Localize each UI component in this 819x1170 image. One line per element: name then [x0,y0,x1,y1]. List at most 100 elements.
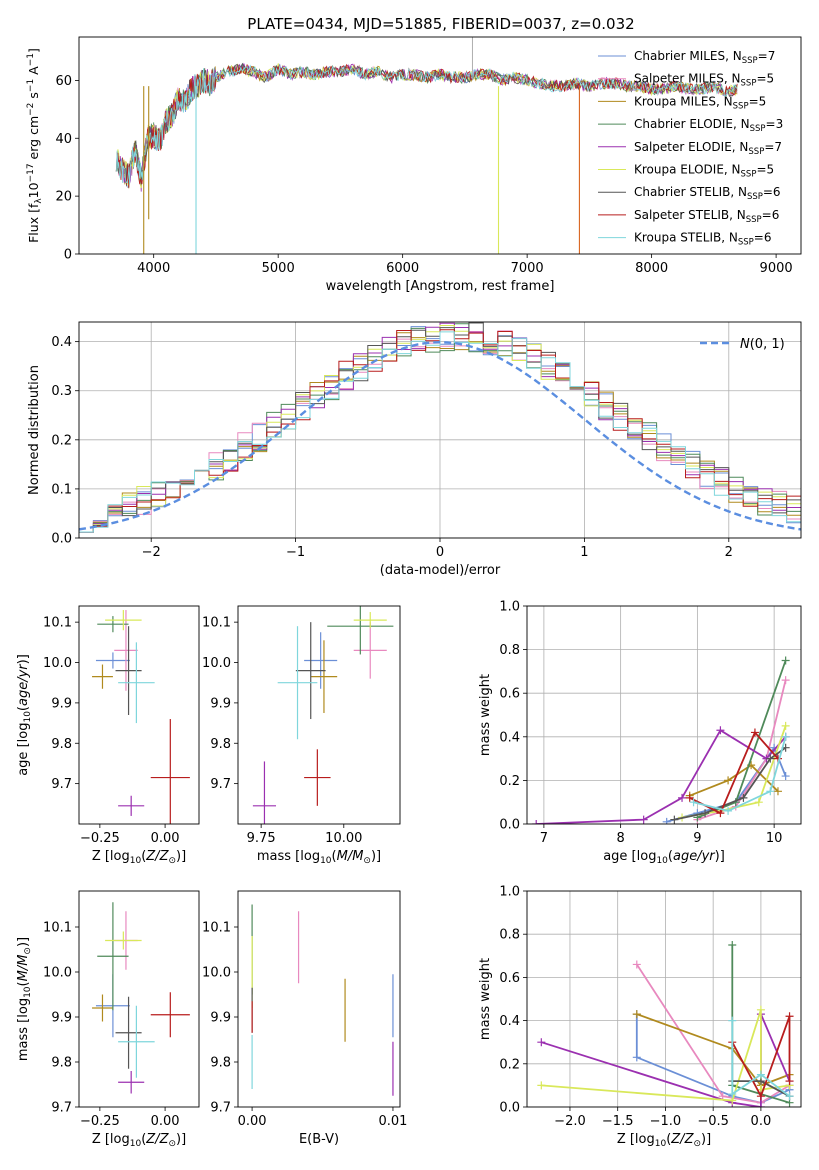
x-tick-label: 10 [766,831,783,846]
y-tick-label: 0.2 [499,774,520,789]
x-tick-label: 0.00 [151,1114,180,1129]
y-tick-label: 9.8 [51,1056,72,1071]
weight-line [536,729,787,824]
plot-area-spectrum [115,37,738,254]
axes-frame-weight_vs_Z [526,890,802,1108]
y-axis-label: Normed distribution [27,365,42,495]
weight-marker [766,787,775,796]
errorbar-kroupa-stelib [118,642,155,724]
y-tick-label: 0.4 [499,730,520,745]
weight-line [636,1013,790,1087]
panel-age_vs_Z: −0.25 0.00 9.7 9.8 9.9 10.0 10.1 Z [log10(Z/Z⊙)… [16,605,200,866]
errorbar-chabrier-stelib [115,626,142,715]
weight-marker [689,798,698,807]
figure-title: PLATE=0434, MJD=51885, FIBERID=0037, z=0… [247,15,634,33]
y-tick-label: 9.9 [51,1011,72,1026]
errorbar-kroupa-elodie [105,931,142,950]
y-tick-label: 0.0 [51,532,72,547]
weight-series-kroupa-stelib [728,1016,794,1101]
weight-marker [716,809,725,818]
errorbar-kroupa-stelib [118,1005,155,1078]
weight-marker [670,815,679,824]
y-tick-label: 9.8 [210,1056,231,1071]
axes-frame-mass_vs_EBV [237,890,401,1108]
weight-marker [756,1070,765,1079]
y-tick-label: 10.1 [202,616,231,631]
panel-mass_vs_Z: −0.25 0.00 9.7 9.8 9.9 10.0 10.1 Z [log10(Z/Z⊙)… [16,890,200,1149]
x-axis-label: (data-model)/error [380,563,501,578]
y-tick-label: 10.0 [202,966,231,981]
x-tick-label: −2 [142,545,161,560]
weight-line [689,763,779,797]
weight-marker [781,676,790,685]
y-tick-label: 9.7 [51,1101,72,1116]
weight-marker [756,1103,765,1107]
x-axis-label: wavelength [Angstrom, rest frame] [326,279,555,294]
x-axis-label: mass [log10(M/M⊙)] [257,849,381,866]
errorbar-salpeter-stelib [150,992,190,1038]
panel-weight_vs_Z: −2.0 −1.5 −1.0 −0.5 0.0 0.0 0.2 0.4 0.6 0.8 1.0 Z [… [478,885,802,1149]
weight-marker [632,1010,641,1019]
x-tick-label: 7 [540,831,548,846]
x-tick-label: 9 [693,831,701,846]
weight-marker [728,1016,737,1025]
y-tick-label: 0.1 [51,482,72,497]
y-tick-label: 10.1 [202,921,231,936]
legend-label: Kroupa ELODIE, NSSP=5 [634,163,774,180]
panel-residuals: −2 −1 0 1 2 0.0 0.1 0.2 0.3 0.4 (data-model)/error… [27,321,802,578]
weight-marker [739,793,748,802]
weight-marker [724,776,733,785]
y-tick-label: 9.8 [210,737,231,752]
x-tick-label: 4000 [137,261,170,276]
x-axis-label: age [log10(age/yr)] [603,849,725,866]
weight-marker [662,817,671,824]
x-tick-label: −1.0 [650,1114,682,1129]
x-tick-label: 0 [436,545,444,560]
y-tick-label: 0.2 [499,1057,520,1072]
legend-label: Salpeter ELODIE, NSSP=7 [634,140,782,157]
x-tick-label: 8 [616,831,624,846]
errorbar-salpeter-miles [114,610,138,691]
axes-frame-age_vs_mass [237,605,401,825]
spectrum-line [115,64,738,185]
errorbar-salpeter-stelib [150,719,190,824]
errorbar-kroupa-elodie [353,612,387,629]
legend-label: Chabrier ELODIE, NSSP=3 [634,117,783,134]
weight-line [731,1020,791,1097]
y-tick-label: 1.0 [499,885,520,900]
weight-marker [785,1092,794,1101]
x-axis-label: Z [log10(Z/Z⊙)] [617,1132,711,1149]
weight-marker [785,1012,794,1021]
weight-marker [632,1053,641,1062]
y-tick-label: 10.1 [43,921,72,936]
plot-area-age_vs_mass [252,606,394,824]
y-tick-label: 20 [55,190,72,205]
weight-marker [728,941,737,949]
weight-marker [532,820,541,824]
errorbar-salpeter-elodie [118,795,145,816]
errorbar-chabrier-miles [95,652,130,669]
y-tick-label: 0.8 [499,643,520,658]
plot-area-age_vs_Z [92,610,190,824]
x-tick-label: −0.25 [80,1114,120,1129]
legend-label: N(0, 1) [740,337,785,352]
weight-marker [766,754,775,763]
legend-label: Chabrier MILES, NSSP=7 [634,49,775,66]
y-axis-label: mass weight [478,674,493,756]
weight-marker [781,656,790,665]
y-tick-label: 0.6 [499,971,520,986]
y-axis-label: Flux [fλ10−17 erg cm−2 s−1 A−1] [26,48,44,243]
y-tick-label: 10.0 [43,966,72,981]
y-tick-label: 9.7 [210,777,231,792]
y-tick-label: 0.3 [51,384,72,399]
legend-label: Salpeter STELIB, NSSP=6 [634,208,779,225]
legend-label: Kroupa MILES, NSSP=5 [634,94,766,111]
plot-area-residuals [79,322,801,538]
errorbar-kroupa-miles [92,664,113,689]
weight-marker [728,1090,737,1099]
panel-age_vs_mass: 9.75 10.00 9.7 9.8 9.9 10.0 10.1 mass [log10(M/… [202,605,401,866]
weight-marker [785,1077,794,1086]
x-tick-label: 9.75 [247,831,276,846]
plot-area-mass_vs_EBV [251,904,394,1096]
y-tick-label: 10.0 [202,656,231,671]
